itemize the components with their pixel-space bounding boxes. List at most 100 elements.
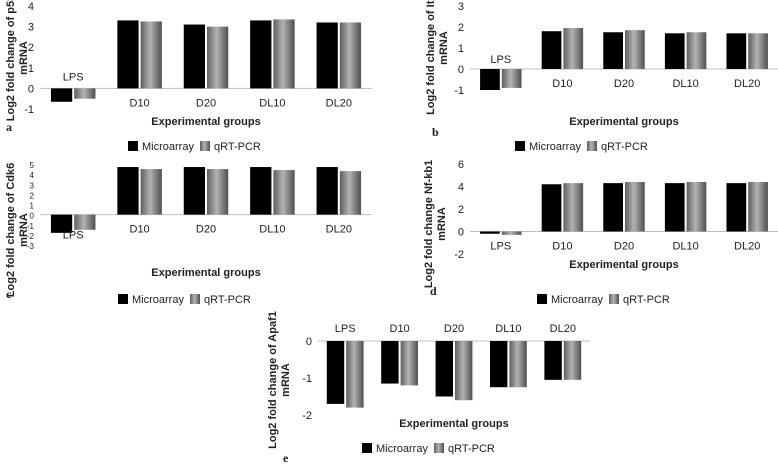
bar-qrtpcr-dl10 bbox=[273, 170, 295, 215]
bar-qrtpcr-dl10 bbox=[273, 19, 295, 89]
chart-panel-e: -2 -1 0 LPS D10 D20 DL10 DL20 Log2 fold change o… bbox=[267, 311, 590, 464]
y-tick-label: 1 bbox=[28, 63, 34, 75]
y-tick-label: -2 bbox=[454, 249, 464, 261]
bar-qrtpcr-d10 bbox=[400, 341, 419, 386]
y-tick-label: 0 bbox=[30, 212, 35, 221]
bar-qrtpcr-d10 bbox=[140, 21, 162, 89]
legend-swatch-qrtpcr bbox=[200, 141, 210, 151]
legend: Microarray qRT-PCR bbox=[128, 141, 261, 153]
x-axis-label: Experimental groups bbox=[569, 259, 678, 271]
legend-swatch-microarray bbox=[362, 443, 372, 453]
bar-microarray-dl20 bbox=[726, 33, 747, 69]
bar-microarray-d20 bbox=[435, 341, 453, 397]
y-tick-label: 3 bbox=[30, 181, 35, 190]
bar-microarray-d10 bbox=[381, 341, 399, 384]
bar-microarray-dl10 bbox=[489, 341, 508, 388]
category-label: DL20 bbox=[734, 78, 760, 90]
bar-qrtpcr-d20 bbox=[207, 26, 229, 89]
legend-swatch-qrtpcr bbox=[190, 294, 200, 304]
bar-qrtpcr-d20 bbox=[455, 341, 473, 401]
panel-letter: c bbox=[6, 287, 12, 301]
bar-qrtpcr-dl20 bbox=[748, 182, 768, 232]
category-label: D10 bbox=[130, 224, 150, 236]
category-label: LPS bbox=[63, 230, 84, 242]
y-tick-label: 2 bbox=[30, 191, 35, 200]
category-label: LPS bbox=[63, 71, 84, 83]
y-axis-label: Log2 fold change of Apaf1mRNA bbox=[267, 311, 292, 449]
chart-panel-d: -2 0 2 4 6 LPS D10 D20 DL10 DL20 Log2 fold change … bbox=[423, 159, 778, 306]
y-tick-label: 0 bbox=[458, 227, 464, 239]
category-label: D20 bbox=[444, 323, 464, 335]
bar-microarray-lps bbox=[50, 214, 73, 233]
y-tick-label: 4 bbox=[30, 171, 35, 180]
bar-qrtpcr-lps bbox=[74, 214, 96, 230]
category-label: D20 bbox=[614, 78, 634, 90]
bar-qrtpcr-d10 bbox=[563, 28, 584, 69]
bar-qrtpcr-dl20 bbox=[563, 341, 582, 380]
bar-qrtpcr-d20 bbox=[625, 182, 645, 232]
bar-qrtpcr-dl20 bbox=[748, 33, 768, 69]
y-tick-label: 1 bbox=[458, 43, 464, 55]
category-label: DL10 bbox=[259, 224, 285, 236]
category-label: DL10 bbox=[259, 97, 285, 109]
legend-label-microarray: Microarray bbox=[529, 141, 581, 153]
legend-swatch-qrtpcr bbox=[587, 141, 597, 151]
bar-microarray-d10 bbox=[117, 20, 139, 89]
legend: Microarray qRT-PCR bbox=[362, 443, 495, 455]
legend: Microarray qRT-PCR bbox=[118, 294, 251, 306]
bar-microarray-dl20 bbox=[316, 22, 338, 89]
y-tick-label: 6 bbox=[458, 159, 464, 171]
category-label: D20 bbox=[614, 241, 634, 253]
bar-qrtpcr-lps bbox=[346, 341, 364, 408]
category-label: DL20 bbox=[326, 224, 352, 236]
x-axis-label: Experimental groups bbox=[151, 116, 260, 128]
x-axis-label: Experimental groups bbox=[151, 267, 260, 279]
legend-swatch-qrtpcr bbox=[434, 443, 444, 453]
bar-microarray-d20 bbox=[603, 32, 623, 69]
y-tick-label: -1 bbox=[302, 373, 312, 385]
y-axis-label: Log2 fold change of Cdk6mRNA bbox=[5, 163, 30, 297]
category-label: DL20 bbox=[326, 97, 352, 109]
bar-microarray-d20 bbox=[183, 167, 205, 215]
bar-microarray-lps bbox=[480, 231, 500, 234]
bar-qrtpcr-dl10 bbox=[686, 32, 707, 69]
bar-qrtpcr-lps bbox=[501, 231, 522, 235]
y-axis-label: Log2 fold change of p53mRNA bbox=[5, 0, 30, 121]
y-tick-label: -1 bbox=[27, 222, 35, 231]
panel-letter: a bbox=[6, 120, 12, 134]
bar-qrtpcr-d10 bbox=[140, 169, 162, 215]
legend-swatch-qrtpcr bbox=[609, 294, 619, 304]
y-tick-label: -2 bbox=[302, 410, 312, 422]
bar-microarray-dl20 bbox=[544, 341, 562, 380]
bar-qrtpcr-d10 bbox=[563, 183, 584, 232]
bar-microarray-lps bbox=[326, 341, 345, 404]
y-tick-label: 4 bbox=[28, 1, 34, 13]
panel-letter: b bbox=[432, 125, 439, 139]
bar-qrtpcr-lps bbox=[501, 69, 522, 88]
y-tick-label: 0 bbox=[458, 64, 464, 76]
category-label: D10 bbox=[130, 97, 150, 109]
y-tick-label: 5 bbox=[30, 161, 35, 170]
legend-label-microarray: Microarray bbox=[376, 443, 428, 455]
bar-microarray-d10 bbox=[541, 31, 562, 69]
legend-label-microarray: Microarray bbox=[551, 294, 603, 306]
category-label: D10 bbox=[552, 241, 572, 253]
bar-qrtpcr-dl10 bbox=[686, 182, 707, 232]
bar-qrtpcr-d20 bbox=[625, 30, 645, 69]
category-label: D10 bbox=[390, 323, 410, 335]
bar-microarray-dl10 bbox=[664, 183, 685, 232]
bar-microarray-lps bbox=[480, 69, 500, 90]
legend: Microarray qRT-PCR bbox=[515, 141, 648, 153]
bar-microarray-dl10 bbox=[664, 33, 685, 69]
chart-panel-b: -1 0 1 2 3 LPS D10 D20 DL10 DL20 Log2 fold change … bbox=[425, 0, 778, 153]
bar-qrtpcr-d20 bbox=[207, 169, 229, 215]
y-tick-label: 0 bbox=[28, 83, 34, 95]
y-tick-label: 2 bbox=[458, 22, 464, 34]
category-label: DL10 bbox=[672, 241, 698, 253]
legend-swatch-microarray bbox=[128, 141, 138, 151]
y-tick-label: -2 bbox=[27, 232, 35, 241]
bar-microarray-d10 bbox=[117, 167, 139, 215]
legend-label-qrtpcr: qRT-PCR bbox=[204, 294, 251, 306]
y-tick-label: 4 bbox=[458, 182, 464, 194]
bar-microarray-dl20 bbox=[316, 167, 338, 215]
